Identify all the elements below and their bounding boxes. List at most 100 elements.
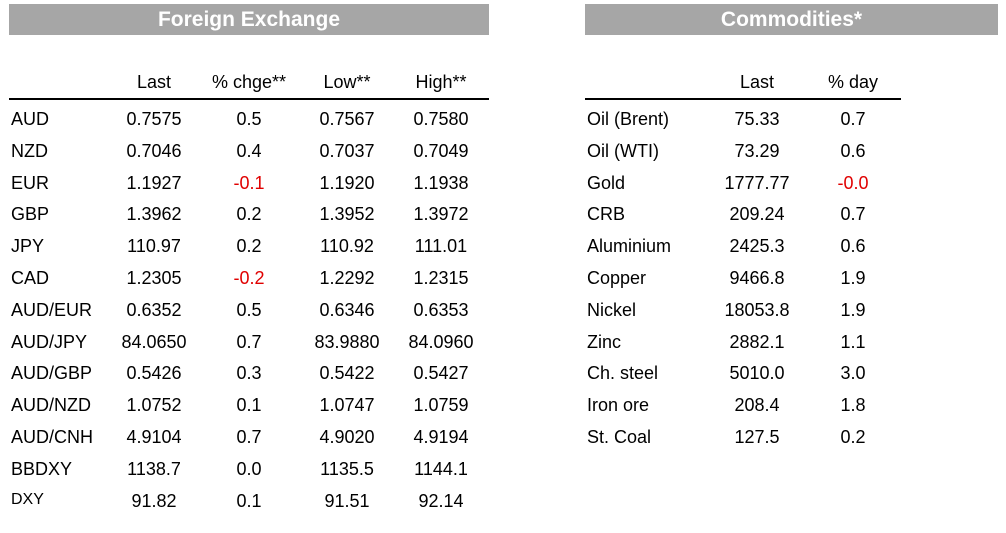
commodities-cell-name: Copper bbox=[587, 267, 647, 288]
commodities-cell-last: 2882.1 bbox=[729, 331, 785, 352]
commodities-cell-day: 1.9 bbox=[840, 299, 866, 320]
commodities-cell-day: 3.0 bbox=[840, 363, 866, 384]
commodities-cell-name: St. Coal bbox=[587, 426, 652, 447]
commodities-row: Aluminium 2425.3 0.6 bbox=[585, 227, 901, 259]
fx-cell-last: 1.3962 bbox=[126, 204, 182, 225]
commodities-table-body: Oil (Brent) 75.33 0.7 Oil (WTI) 73.29 0.6 Gold… bbox=[585, 100, 901, 450]
commodities-cell-name: Zinc bbox=[587, 331, 622, 352]
fx-cell-last: 84.0650 bbox=[121, 331, 187, 352]
fx-cell-last: 1.0752 bbox=[126, 395, 182, 416]
fx-cell-low: 1135.5 bbox=[320, 458, 374, 479]
fx-cell-high: 0.6353 bbox=[413, 299, 469, 320]
commodities-panel-title: Commodities* bbox=[585, 4, 998, 35]
fx-cell-name: AUD bbox=[11, 109, 50, 129]
fx-cell-chg: 0.5 bbox=[236, 299, 262, 320]
commodities-row: Ch. steel 5010.0 3.0 bbox=[585, 354, 901, 386]
fx-row: AUD 0.7575 0.5 0.7567 0.7580 bbox=[9, 100, 489, 132]
commodities-cell-last: 127.5 bbox=[734, 426, 780, 447]
commodities-cell-day: -0.0 bbox=[837, 172, 869, 193]
fx-cell-high: 1.2315 bbox=[413, 267, 469, 288]
fx-cell-last: 0.7046 bbox=[126, 140, 182, 161]
commodities-cell-last: 5010.0 bbox=[729, 363, 785, 384]
fx-row: CAD 1.2305 -0.2 1.2292 1.2315 bbox=[9, 259, 489, 291]
fx-cell-low: 0.7037 bbox=[319, 140, 375, 161]
fx-cell-name: AUD/NZD bbox=[11, 395, 91, 416]
fx-row: AUD/CNH 4.9104 0.7 4.9020 4.9194 bbox=[9, 418, 489, 450]
commodities-row: Copper 9466.8 1.9 bbox=[585, 259, 901, 291]
commodities-header-day: % day bbox=[827, 72, 879, 92]
commodities-cell-last: 1777.77 bbox=[724, 172, 790, 193]
fx-row: DXY 91.82 0.1 91.51 92.14 bbox=[9, 482, 489, 514]
fx-cell-low: 0.7567 bbox=[319, 109, 375, 129]
commodities-cell-name: Iron ore bbox=[587, 395, 650, 416]
fx-cell-name: JPY bbox=[11, 236, 45, 257]
fx-cell-chg: 0.4 bbox=[236, 140, 262, 161]
commodities-row: St. Coal 127.5 0.2 bbox=[585, 418, 901, 450]
fx-cell-chg: 0.5 bbox=[236, 109, 262, 129]
fx-cell-chg: -0.1 bbox=[233, 172, 265, 193]
fx-row: AUD/NZD 1.0752 0.1 1.0747 1.0759 bbox=[9, 386, 489, 418]
fx-cell-high: 1.3972 bbox=[413, 204, 469, 225]
fx-cell-low: 91.51 bbox=[324, 490, 370, 511]
fx-cell-name: EUR bbox=[11, 172, 50, 193]
fx-cell-high: 1.0759 bbox=[413, 395, 469, 416]
fx-cell-name: AUD/EUR bbox=[11, 299, 93, 320]
fx-cell-name: CAD bbox=[11, 267, 50, 288]
fx-cell-name: GBP bbox=[11, 204, 50, 225]
fx-cell-chg: 0.2 bbox=[236, 204, 262, 225]
commodities-cell-name: Gold bbox=[587, 172, 626, 193]
fx-header-high: High** bbox=[415, 72, 467, 92]
commodities-cell-day: 0.7 bbox=[840, 204, 866, 225]
commodities-cell-name: CRB bbox=[587, 204, 626, 225]
fx-cell-high: 111.01 bbox=[414, 236, 468, 257]
fx-cell-low: 110.92 bbox=[320, 236, 374, 257]
fx-cell-name: AUD/CNH bbox=[11, 426, 94, 447]
commodities-cell-last: 9466.8 bbox=[729, 267, 785, 288]
fx-cell-low: 1.1920 bbox=[319, 172, 375, 193]
commodities-cell-day: 1.8 bbox=[840, 395, 866, 416]
commodities-header-last: Last bbox=[739, 72, 775, 92]
fx-cell-high: 4.9194 bbox=[413, 426, 469, 447]
fx-cell-last: 0.5426 bbox=[126, 363, 182, 384]
fx-cell-low: 1.0747 bbox=[319, 395, 375, 416]
commodities-cell-day: 0.6 bbox=[840, 140, 866, 161]
fx-panel-title: Foreign Exchange bbox=[9, 4, 489, 35]
commodities-header-row: Last % day bbox=[585, 70, 901, 100]
fx-row: BBDXY 1138.7 0.0 1135.5 1144.1 bbox=[9, 450, 489, 482]
commodities-row: Oil (Brent) 75.33 0.7 bbox=[585, 100, 901, 132]
commodities-cell-day: 1.9 bbox=[840, 267, 866, 288]
fx-row: EUR 1.1927 -0.1 1.1920 1.1938 bbox=[9, 164, 489, 196]
fx-cell-high: 0.7049 bbox=[413, 140, 469, 161]
fx-table: Last % chge** Low** High** AUD 0.7575 0.5 0… bbox=[9, 70, 489, 513]
fx-cell-low: 83.9880 bbox=[314, 331, 380, 352]
commodities-cell-last: 208.4 bbox=[734, 395, 780, 416]
commodities-row: Gold 1777.77 -0.0 bbox=[585, 164, 901, 196]
fx-cell-low: 0.5422 bbox=[319, 363, 375, 384]
fx-cell-high: 0.7580 bbox=[413, 109, 469, 129]
fx-cell-low: 1.2292 bbox=[319, 267, 375, 288]
commodities-cell-name: Ch. steel bbox=[587, 363, 659, 384]
fx-row: NZD 0.7046 0.4 0.7037 0.7049 bbox=[9, 132, 489, 164]
commodities-row: CRB 209.24 0.7 bbox=[585, 195, 901, 227]
fx-cell-low: 4.9020 bbox=[319, 426, 375, 447]
commodities-cell-day: 0.7 bbox=[840, 109, 866, 129]
fx-cell-chg: 0.1 bbox=[236, 395, 262, 416]
fx-cell-high: 84.0960 bbox=[408, 331, 474, 352]
commodities-cell-name: Oil (WTI) bbox=[587, 140, 659, 161]
fx-row: AUD/EUR 0.6352 0.5 0.6346 0.6353 bbox=[9, 291, 489, 323]
fx-cell-last: 0.7575 bbox=[126, 109, 182, 129]
fx-cell-last: 1.1927 bbox=[126, 172, 182, 193]
commodities-cell-last: 75.33 bbox=[734, 109, 780, 129]
commodities-cell-last: 2425.3 bbox=[729, 236, 785, 257]
fx-row: JPY 110.97 0.2 110.92 111.01 bbox=[9, 227, 489, 259]
commodities-cell-name: Nickel bbox=[587, 299, 637, 320]
commodities-cell-last: 73.29 bbox=[734, 140, 780, 161]
commodities-cell-last: 18053.8 bbox=[724, 299, 790, 320]
commodities-row: Zinc 2882.1 1.1 bbox=[585, 323, 901, 355]
fx-cell-chg: 0.3 bbox=[236, 363, 262, 384]
fx-row: AUD/GBP 0.5426 0.3 0.5422 0.5427 bbox=[9, 354, 489, 386]
fx-cell-name: DXY bbox=[11, 490, 44, 508]
commodities-cell-name: Oil (Brent) bbox=[587, 109, 670, 129]
fx-cell-high: 92.14 bbox=[418, 490, 464, 511]
commodities-cell-day: 0.2 bbox=[840, 426, 866, 447]
